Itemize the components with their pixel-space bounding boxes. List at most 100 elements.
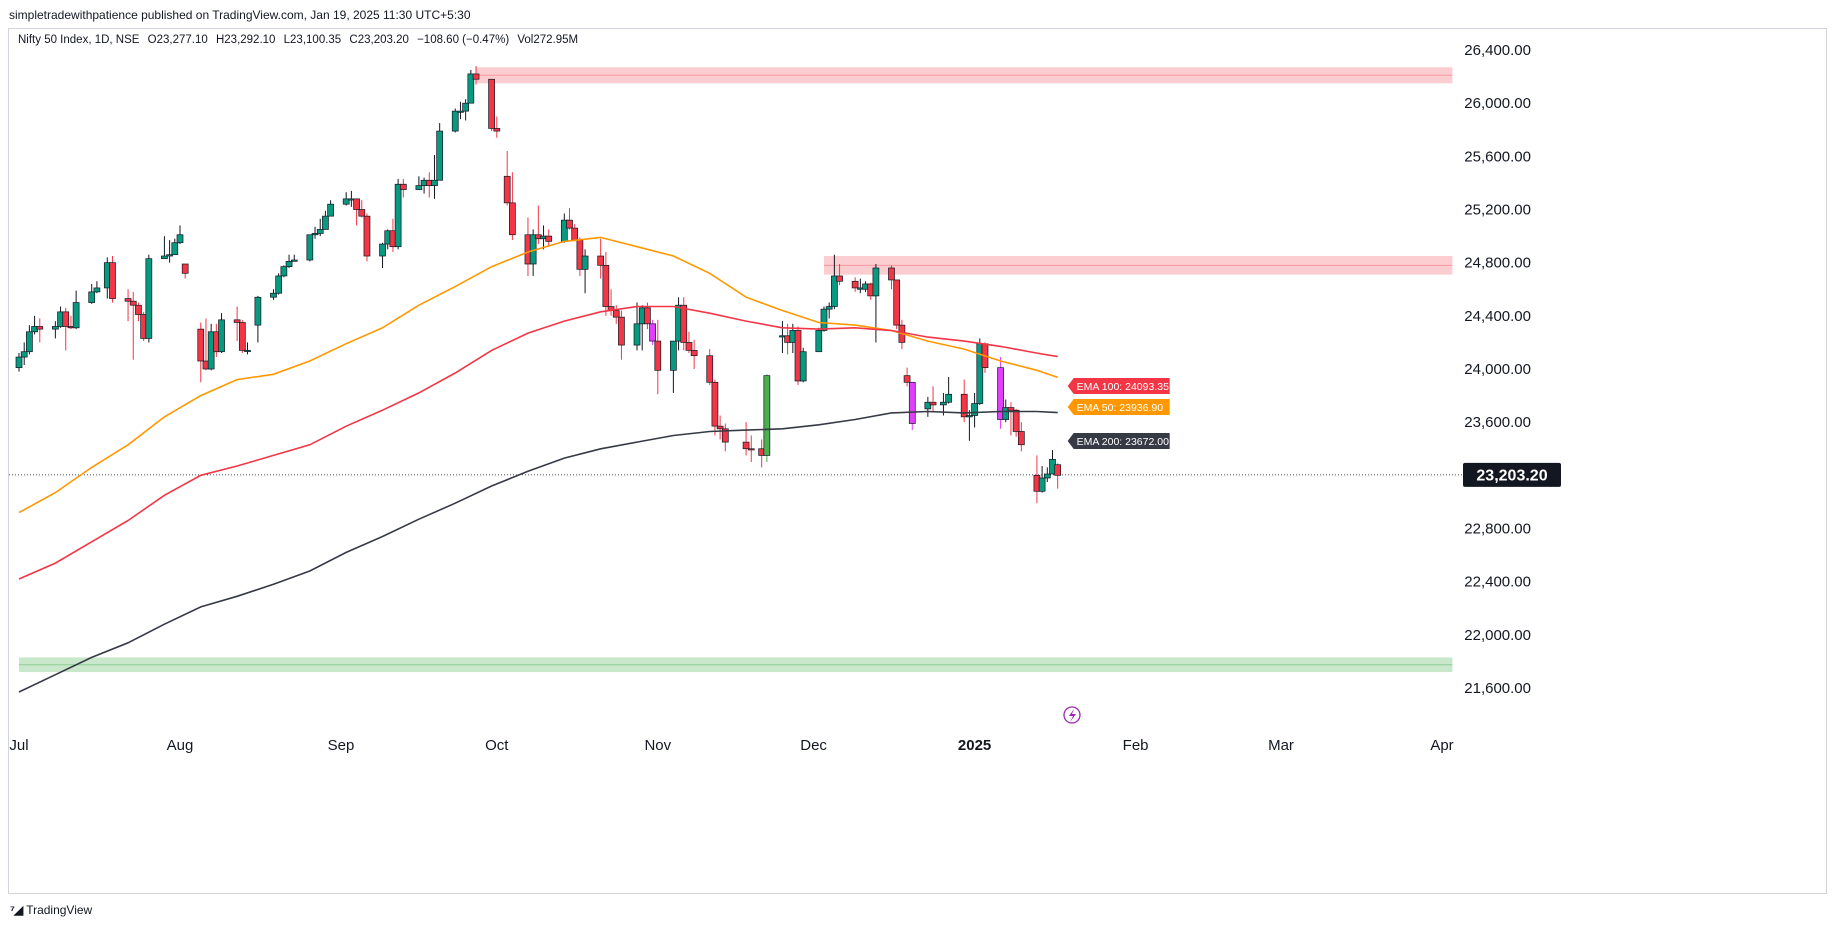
candle [716, 425, 724, 430]
candle [888, 267, 895, 281]
candle [1002, 407, 1010, 420]
price-chart[interactable]: EMA 100: 24093.35 EMA 50: 23936.90 EMA 200… [9, 29, 1826, 893]
candle [394, 183, 402, 248]
ema-label-bg [1067, 378, 1170, 394]
candle [872, 267, 880, 297]
candle [597, 255, 605, 266]
candle [612, 310, 620, 318]
candle [88, 291, 96, 303]
candle [62, 311, 70, 327]
candle [129, 300, 137, 306]
x-tick-label: Jul [9, 737, 28, 754]
candle [924, 401, 932, 410]
candle [903, 375, 911, 383]
zones-layer [19, 67, 1453, 673]
y-tick-label: 24,800.00 [1464, 255, 1531, 272]
candle [218, 319, 225, 353]
candle [571, 227, 579, 241]
candle [763, 375, 771, 456]
candle [436, 130, 444, 181]
resistance-zone [476, 67, 1453, 84]
candle [306, 234, 314, 261]
ema-label: EMA 100: 24093.35 [1077, 381, 1169, 393]
candle [171, 242, 179, 256]
candle [851, 280, 859, 289]
candle [997, 367, 1004, 420]
candle [280, 266, 288, 277]
candle [363, 215, 371, 257]
candle [908, 381, 916, 424]
candle [685, 342, 693, 351]
x-tick-label: Oct [485, 737, 509, 754]
candle [166, 254, 173, 257]
candle [145, 258, 153, 339]
candle [742, 441, 750, 450]
candle [109, 262, 116, 299]
ema-line [18, 410, 1058, 693]
candle [342, 198, 350, 205]
candle [472, 73, 480, 80]
candle [161, 255, 168, 260]
candle [316, 229, 324, 234]
candle [690, 350, 698, 357]
candle [799, 351, 807, 382]
change-value: −108.60 (−0.47%) [417, 34, 510, 46]
x-tick-label: Mar [1268, 737, 1294, 754]
footer-brand[interactable]: ⁷◢ TradingView [10, 903, 92, 917]
support-zone [19, 657, 1453, 673]
candle [322, 215, 329, 230]
y-tick-label: 25,600.00 [1464, 148, 1531, 165]
candle [93, 287, 101, 293]
candle [244, 350, 251, 352]
candle [929, 401, 937, 406]
candle [488, 78, 495, 129]
candle [831, 275, 838, 307]
candle [379, 243, 386, 257]
y-tick-label: 22,800.00 [1464, 521, 1531, 538]
candle [254, 296, 262, 326]
candle [1038, 477, 1046, 492]
candle [15, 356, 23, 369]
candle [1007, 407, 1015, 411]
candle [1017, 431, 1025, 446]
candle [945, 393, 952, 403]
y-tick-label: 22,000.00 [1464, 627, 1531, 644]
candle [509, 202, 516, 236]
tv-logo-icon: ⁷◢ [10, 903, 23, 917]
candle [290, 259, 298, 262]
y-tick-label: 25,200.00 [1464, 202, 1531, 219]
ema-label: EMA 50: 23936.90 [1077, 402, 1164, 414]
publish-info: simpletradewithpatience published on Tra… [9, 8, 471, 22]
y-tick-label: 24,000.00 [1464, 361, 1531, 378]
candle [176, 234, 184, 244]
candle [711, 381, 719, 427]
candle [602, 264, 610, 307]
candle [1012, 409, 1020, 432]
candle [431, 179, 438, 186]
candle [581, 255, 589, 270]
lightning-icon[interactable] [1063, 706, 1081, 724]
candle [399, 183, 407, 190]
candle [52, 326, 59, 330]
candle [233, 319, 241, 323]
candle [327, 203, 334, 217]
x-axis: Jul Aug Sep Oct Nov Dec 2025 Feb Mar Apr [9, 737, 1453, 754]
brand-name: TradingView [26, 903, 93, 917]
candle [644, 307, 651, 325]
candle [353, 198, 360, 210]
candle [649, 323, 656, 342]
symbol-label[interactable]: Nifty 50 Index, 1D, NSE [18, 34, 140, 46]
candle [270, 292, 277, 298]
candle [462, 102, 469, 112]
candle [633, 323, 641, 346]
volume-value: Vol272.95M [517, 34, 579, 46]
candle [311, 233, 319, 236]
candle [20, 351, 28, 358]
open-value: O23,277.10 [147, 34, 208, 46]
ohlc-legend: Nifty 50 Index, 1D, NSE O23,277.10 H23,2… [18, 34, 583, 46]
ema-label-bg [1067, 399, 1170, 415]
x-tick-label: Aug [167, 737, 194, 754]
candle [457, 110, 464, 113]
candle [1043, 473, 1051, 479]
y-tick-label: 26,000.00 [1464, 95, 1531, 112]
